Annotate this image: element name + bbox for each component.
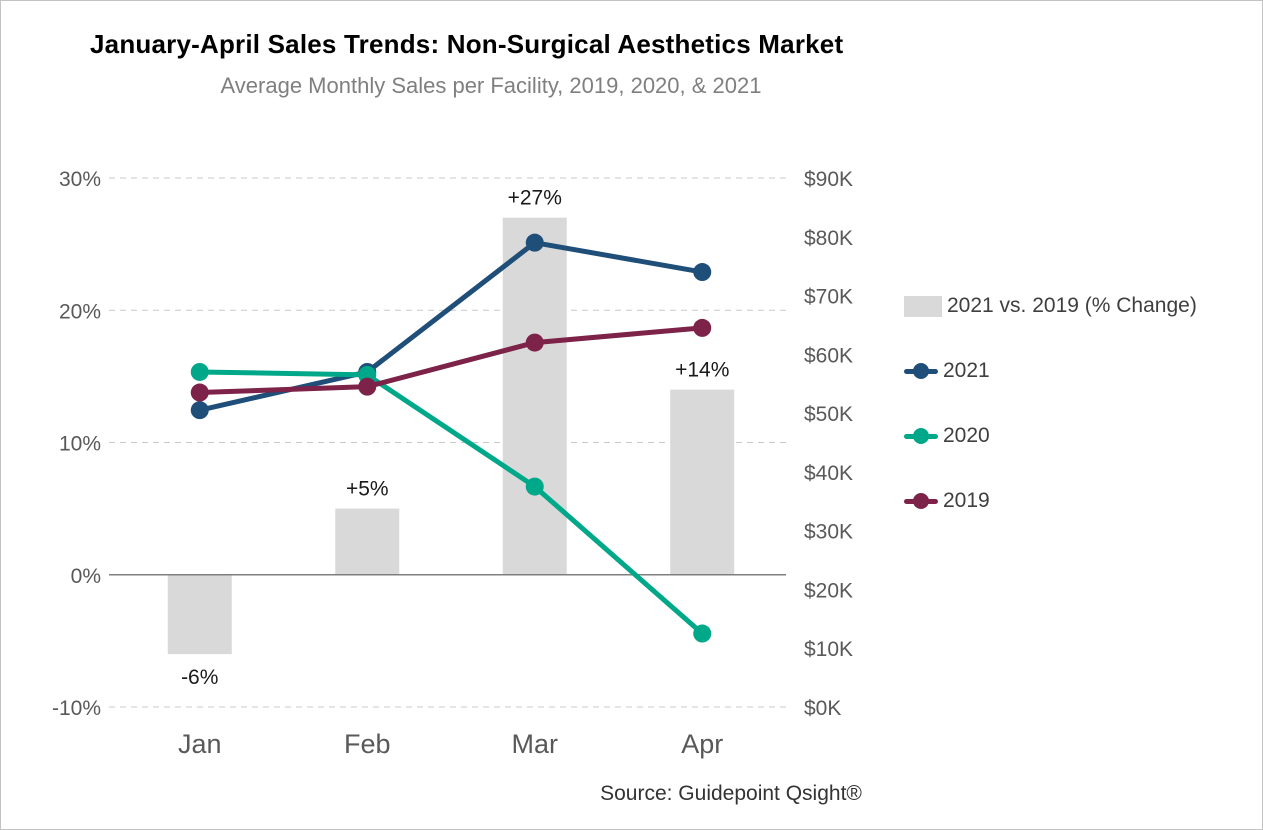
left-axis-tick: 10% bbox=[59, 433, 101, 456]
right-axis-tick: $50K bbox=[804, 403, 853, 426]
point-2021-jan bbox=[190, 401, 209, 420]
left-axis-tick: 30% bbox=[59, 168, 101, 191]
point-2019-apr bbox=[693, 318, 712, 337]
x-axis-label-jan: Jan bbox=[178, 729, 222, 759]
legend-item-2020: 2020 bbox=[904, 424, 1197, 448]
line-2021 bbox=[197, 240, 705, 413]
source-note: Source: Guidepoint Qsight® bbox=[600, 782, 862, 805]
bar-label-apr: +14% bbox=[675, 359, 729, 382]
line-swatch-2019-icon bbox=[904, 498, 938, 504]
legend-label-2021: 2021 bbox=[943, 359, 990, 382]
legend-item-pct-change: 2021 vs. 2019 (% Change) bbox=[904, 294, 1197, 318]
chart-subtitle: Average Monthly Sales per Facility, 2019… bbox=[220, 73, 762, 98]
right-axis-tick: $20K bbox=[804, 579, 853, 602]
line-2020 bbox=[197, 369, 705, 637]
legend: 2021 vs. 2019 (% Change) 2021 2020 2019 bbox=[904, 294, 1197, 513]
point-2019-jan bbox=[190, 383, 209, 402]
right-axis-tick: $70K bbox=[804, 286, 853, 309]
bar-jan bbox=[167, 574, 232, 655]
bar-label-mar: +27% bbox=[508, 187, 562, 210]
right-axis-tick: $90K bbox=[804, 168, 853, 191]
left-axis-tick: 0% bbox=[71, 565, 101, 588]
x-axis-label-apr: Apr bbox=[681, 729, 723, 759]
bar-swatch-icon bbox=[904, 295, 942, 317]
right-axis-tick: $30K bbox=[804, 521, 853, 544]
right-axis-tick: $10K bbox=[804, 638, 853, 661]
point-2019-feb bbox=[358, 377, 377, 396]
legend-label-2020: 2020 bbox=[943, 424, 990, 447]
bar-label-jan: -6% bbox=[181, 666, 218, 689]
bar-mar bbox=[502, 217, 567, 575]
line-swatch-2020-icon bbox=[904, 433, 938, 439]
point-2019-mar bbox=[525, 333, 544, 352]
left-axis-tick: -10% bbox=[52, 697, 101, 720]
x-axis-label-feb: Feb bbox=[344, 729, 391, 759]
line-2019 bbox=[197, 325, 705, 396]
line-swatch-2021-icon bbox=[904, 368, 938, 374]
legend-item-2019: 2019 bbox=[904, 489, 1197, 513]
point-2020-jan bbox=[190, 362, 209, 381]
x-axis-label-mar: Mar bbox=[512, 729, 559, 759]
point-2021-apr bbox=[693, 263, 712, 282]
right-axis-tick: $40K bbox=[804, 462, 853, 485]
legend-label-2019: 2019 bbox=[943, 489, 990, 512]
right-axis-tick: $80K bbox=[804, 227, 853, 250]
point-2021-mar bbox=[525, 233, 544, 252]
bar-feb bbox=[335, 508, 400, 575]
point-2020-apr bbox=[693, 624, 712, 643]
bar-apr bbox=[670, 389, 735, 575]
chart-title: January-April Sales Trends: Non-Surgical… bbox=[90, 29, 844, 59]
right-axis-tick: $0K bbox=[804, 697, 841, 720]
right-axis-tick: $60K bbox=[804, 344, 853, 367]
bar-label-feb: +5% bbox=[346, 478, 389, 501]
left-axis-tick: 20% bbox=[59, 300, 101, 323]
legend-label-pct-change: 2021 vs. 2019 (% Change) bbox=[947, 294, 1197, 317]
legend-item-2021: 2021 bbox=[904, 359, 1197, 383]
point-2020-mar bbox=[525, 477, 544, 496]
